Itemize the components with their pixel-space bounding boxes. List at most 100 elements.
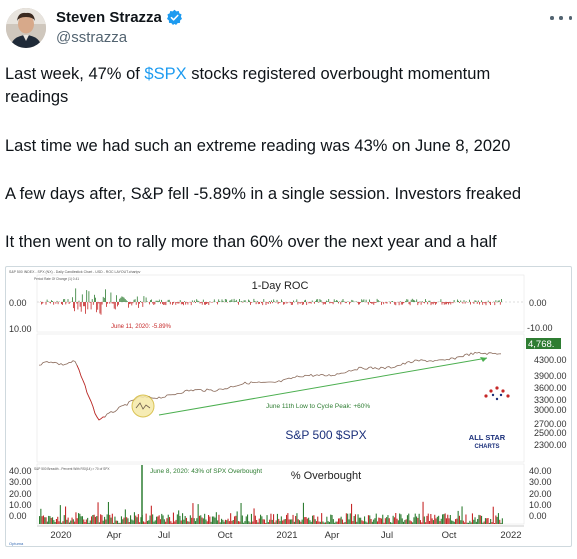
breadth-bar — [338, 518, 340, 524]
more-options-icon[interactable] — [550, 8, 572, 28]
roc-bar — [261, 302, 262, 304]
roc-bar — [271, 300, 272, 302]
roc-panel: Period Rate Of Change (1) 0.41 1-Day ROC… — [9, 274, 553, 334]
breadth-bar — [418, 513, 420, 524]
breadth-bar — [448, 518, 450, 524]
roc-bar — [256, 300, 258, 302]
breadth-bar — [274, 522, 276, 524]
breadth-bar — [111, 513, 113, 524]
roc-bar — [345, 302, 347, 304]
breadth-bar — [474, 517, 476, 524]
breadth-bar — [442, 514, 444, 524]
breadth-bar — [262, 519, 264, 524]
roc-bar — [173, 302, 174, 304]
watermark-line-1: ALL STAR — [469, 433, 506, 442]
breadth-bar — [197, 504, 199, 524]
breadth-bar — [107, 502, 109, 524]
breadth-bar — [257, 522, 259, 524]
avatar[interactable] — [6, 8, 46, 48]
roc-bar — [477, 300, 479, 302]
roc-bar — [425, 299, 426, 302]
roc-bar — [292, 302, 293, 305]
tweet-text-segment: readings — [5, 88, 69, 106]
breadth-bar — [130, 515, 132, 524]
tweet-image[interactable]: S&P 500 INDEX - SPX (NX) - Daily Candles… — [5, 266, 572, 547]
breadth-y-tick-right: 30.00 — [529, 477, 552, 487]
roc-bar — [194, 300, 195, 302]
roc-bar — [451, 302, 453, 303]
breadth-bar — [378, 517, 380, 524]
author-name[interactable]: Steven Strazza — [56, 9, 162, 26]
breadth-bar — [58, 521, 60, 524]
roc-bar — [207, 302, 209, 304]
roc-bar — [87, 302, 89, 310]
breadth-bar — [364, 516, 366, 524]
breadth-bar — [488, 522, 490, 524]
roc-bar — [284, 302, 286, 305]
breadth-bar — [501, 518, 503, 524]
breadth-y-tick-right: 0.00 — [529, 511, 547, 521]
breadth-bar — [256, 520, 258, 524]
roc-bar — [431, 302, 433, 304]
breadth-bar — [310, 521, 312, 524]
breadth-bar — [332, 519, 334, 524]
roc-bar — [178, 302, 180, 304]
breadth-bar — [97, 502, 99, 524]
roc-bar — [479, 302, 480, 305]
breadth-bar — [70, 520, 72, 524]
roc-bar — [303, 302, 304, 305]
roc-bar — [231, 299, 233, 302]
breadth-bar — [416, 516, 418, 524]
roc-bar — [394, 302, 396, 305]
roc-bar — [481, 300, 482, 302]
roc-bar — [172, 302, 173, 305]
roc-bar — [375, 302, 377, 303]
breadth-bar — [490, 519, 492, 524]
breadth-bar — [340, 516, 342, 524]
breadth-bar — [276, 513, 278, 524]
breadth-bar — [282, 520, 284, 524]
roc-bar — [352, 300, 354, 302]
breadth-bar — [182, 513, 184, 524]
breadth-bar — [187, 521, 189, 524]
breadth-bar — [423, 516, 425, 524]
roc-bar — [472, 302, 474, 303]
breadth-bar — [189, 515, 191, 524]
breadth-bar — [123, 517, 125, 524]
breadth-bar — [222, 519, 224, 524]
roc-bar — [421, 301, 423, 302]
roc-bar — [226, 299, 227, 302]
roc-bar — [501, 299, 502, 302]
roc-bar — [177, 302, 179, 304]
roc-bar — [350, 302, 352, 303]
breadth-bar — [200, 515, 202, 524]
breadth-bar — [421, 522, 423, 524]
roc-bar — [136, 296, 138, 302]
roc-bar — [209, 301, 211, 302]
roc-bar — [81, 294, 83, 302]
roc-bar — [263, 299, 265, 302]
roc-bar — [460, 300, 462, 302]
roc-bar — [91, 299, 93, 302]
roc-bar — [222, 300, 224, 302]
author-handle[interactable]: @sstrazza — [56, 29, 128, 46]
roc-bar — [496, 302, 498, 303]
breadth-bar — [98, 522, 100, 524]
breadth-bar — [422, 501, 424, 524]
roc-bar — [363, 299, 365, 302]
breadth-bar — [122, 519, 124, 524]
roc-bar — [239, 299, 240, 302]
breadth-bar — [475, 521, 477, 524]
breadth-bar — [275, 520, 277, 524]
breadth-bar — [114, 516, 116, 524]
x-axis-tick: 2022 — [500, 530, 521, 541]
breadth-bar — [174, 521, 176, 524]
breadth-bar — [369, 515, 371, 524]
breadth-bar — [185, 517, 187, 524]
roc-bar — [424, 302, 425, 304]
roc-bar — [287, 302, 289, 303]
breadth-bar — [247, 514, 249, 524]
breadth-bar — [210, 521, 212, 524]
breadth-bar — [386, 517, 388, 524]
cashtag-link[interactable]: $SPX — [144, 65, 187, 83]
